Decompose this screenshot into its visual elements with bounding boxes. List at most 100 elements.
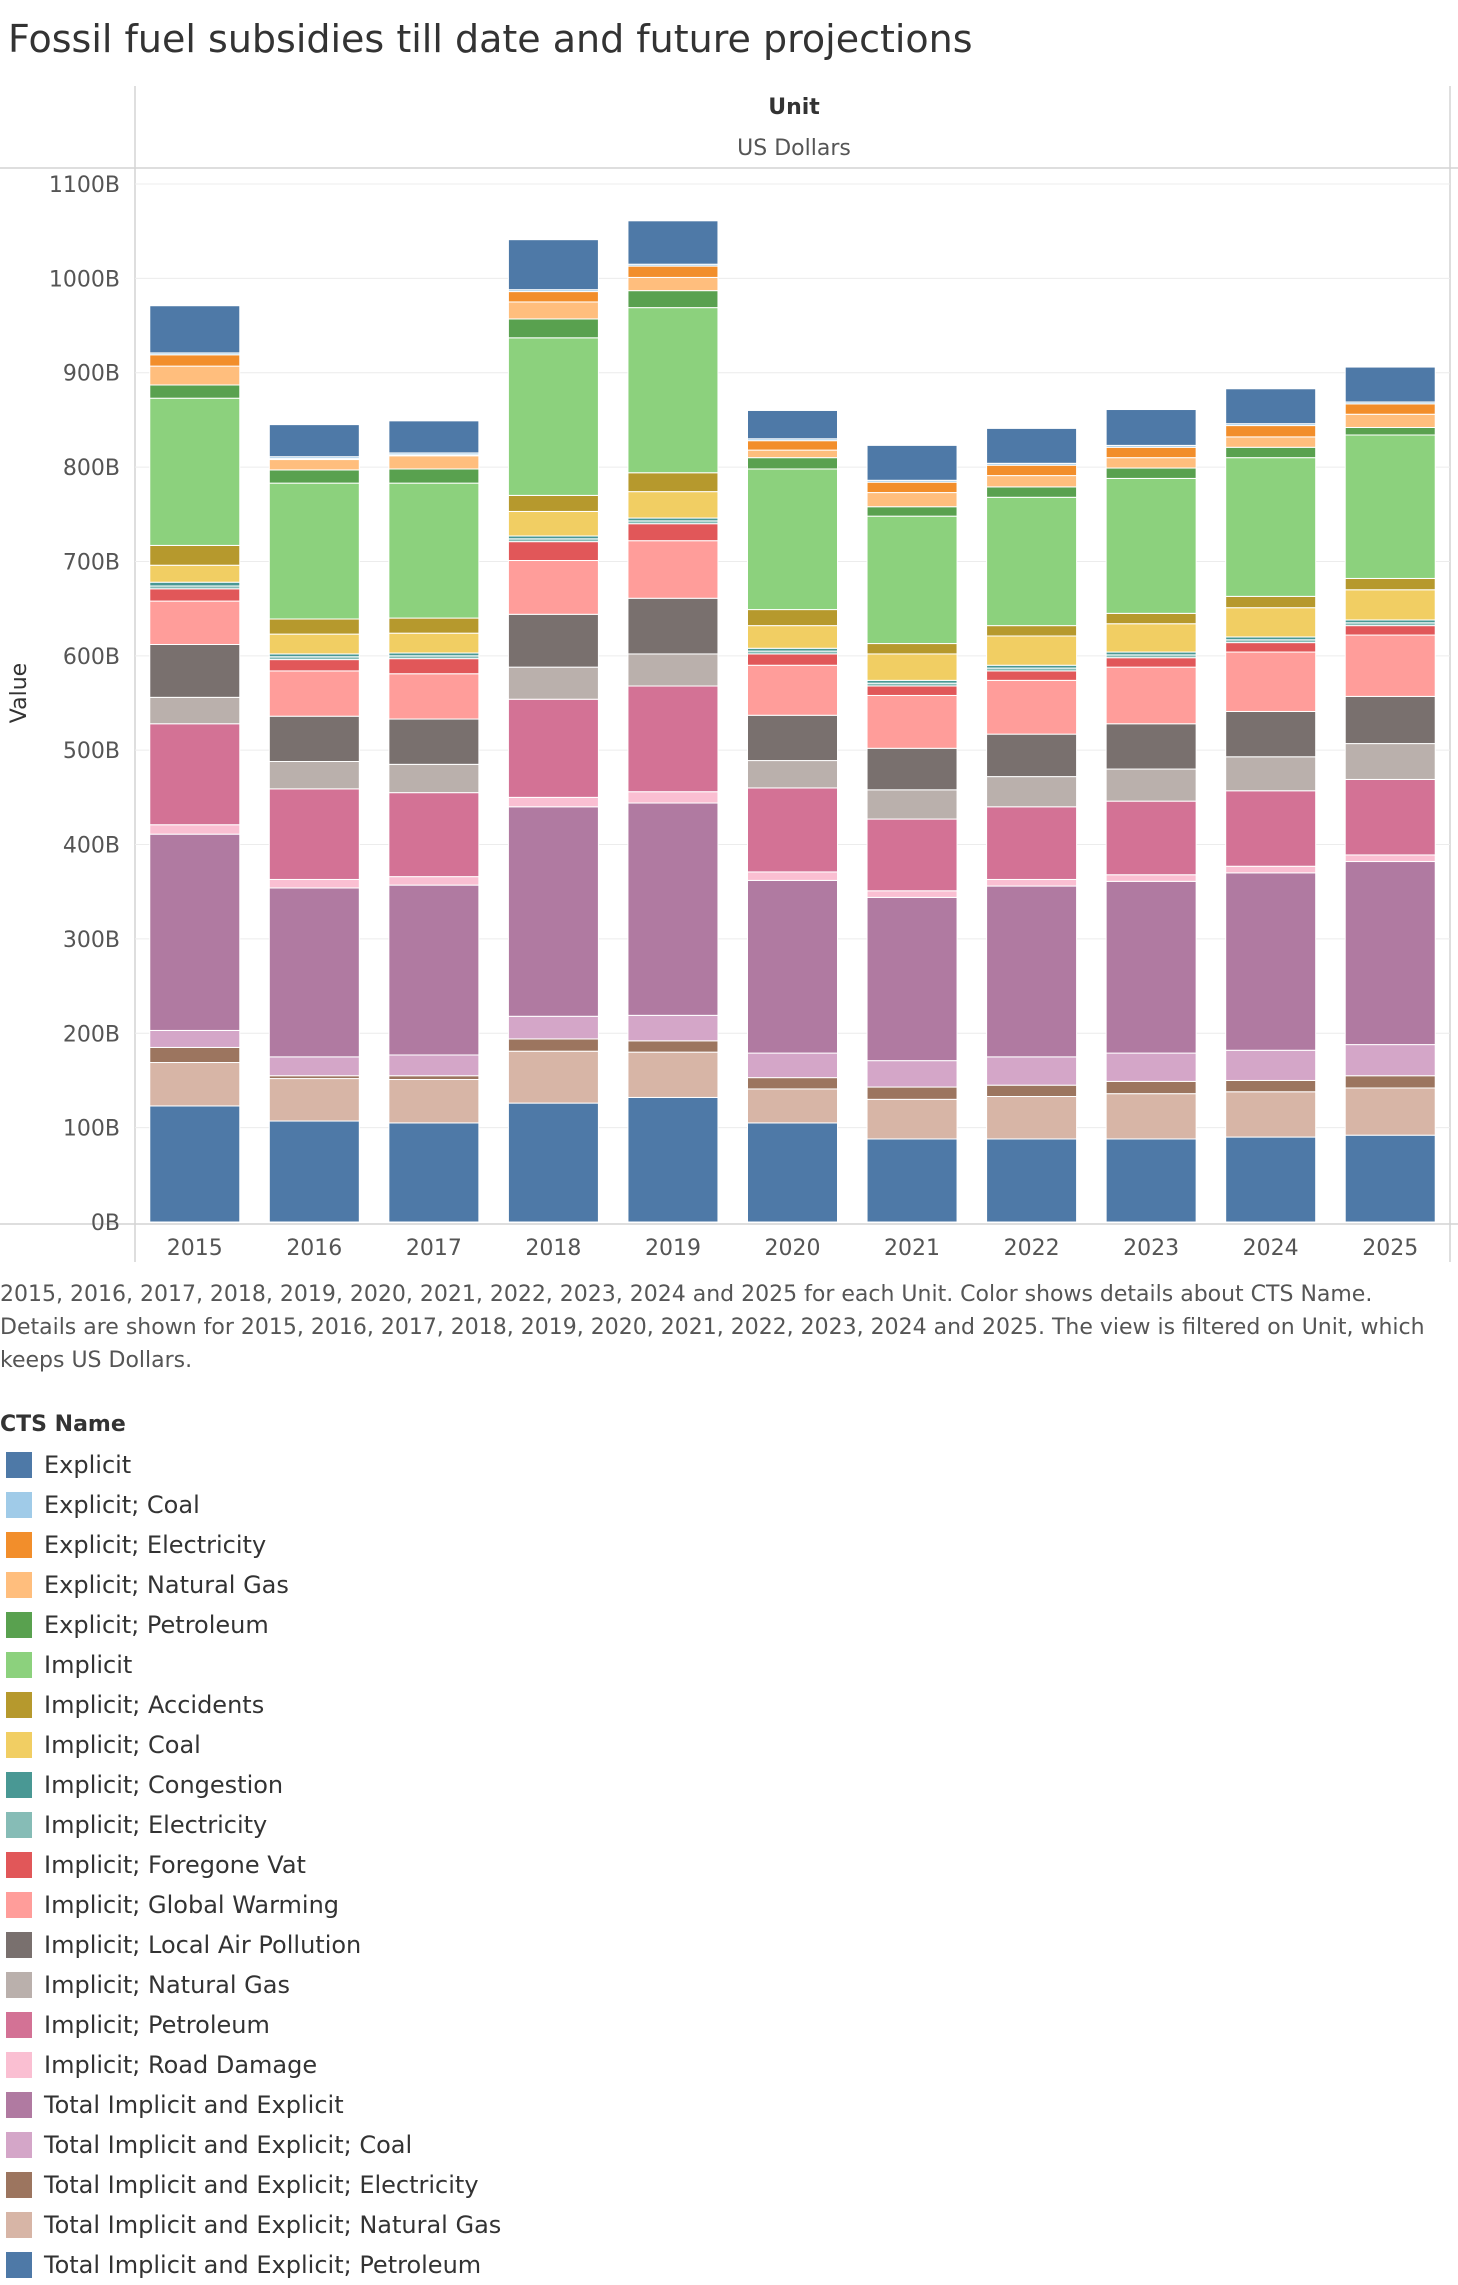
bar-segment: [986, 635, 1078, 666]
legend-swatch: [6, 2132, 32, 2158]
bar-segment: [747, 1052, 838, 1079]
bar-segment: [986, 733, 1078, 778]
bar-segment: [507, 796, 599, 808]
legend-items: Explicit Explicit; Coal Explicit; Electric…: [0, 1445, 800, 2285]
bar-segment: [866, 444, 958, 481]
bar-segment: [747, 409, 838, 440]
bar-segment: [866, 643, 958, 655]
legend-item: Implicit; Electricity: [0, 1805, 800, 1845]
bar-segment: [1105, 457, 1197, 469]
bar-segment: [986, 679, 1078, 735]
legend-label: Implicit; Global Warming: [44, 1891, 340, 1919]
bar-segment: [268, 618, 360, 635]
x-tick-label: 2024: [1243, 1236, 1299, 1261]
legend-title: CTS Name: [0, 1412, 126, 1437]
bar-segment: [986, 427, 1078, 464]
bar-segment: [1105, 477, 1197, 614]
legend-label: Explicit; Electricity: [44, 1531, 267, 1559]
legend: CTS Name Explicit Explicit; Coal Explicit;…: [0, 1405, 800, 2285]
column-header-label: Unit: [768, 95, 820, 120]
bar-segment: [627, 791, 719, 804]
bar-segment: [1105, 666, 1197, 725]
bar-segment: [388, 718, 480, 765]
y-tick-label: 1000B: [49, 267, 120, 292]
y-tick-label: 700B: [63, 550, 120, 575]
bar-segment: [1344, 366, 1436, 403]
legend-swatch: [6, 2172, 32, 2198]
bar-segment: [1344, 426, 1436, 436]
bar-segment: [1344, 577, 1436, 591]
x-tick-label: 2025: [1362, 1236, 1418, 1261]
bar-segment: [747, 1077, 838, 1090]
legend-label: Total Implicit and Explicit; Electricity: [44, 2171, 479, 2199]
legend-label: Implicit; Congestion: [44, 1771, 284, 1799]
bar-segment: [1344, 1134, 1436, 1223]
legend-swatch: [6, 1812, 32, 1838]
legend-item: Implicit; Global Warming: [0, 1885, 800, 1925]
legend-swatch: [6, 2212, 32, 2238]
legend-item: Explicit; Electricity: [0, 1525, 800, 1565]
bar-segment: [986, 885, 1078, 1058]
legend-item: Explicit; Petroleum: [0, 1605, 800, 1645]
bar-segment: [747, 787, 838, 873]
bar-segment: [1105, 1052, 1197, 1082]
bar-segment: [747, 653, 838, 666]
bar-segment: [1225, 642, 1317, 653]
y-tick-label: 600B: [63, 645, 120, 670]
bar-segment: [747, 1088, 838, 1124]
legend-label: Implicit; Electricity: [44, 1811, 268, 1839]
bar-segment: [388, 658, 480, 675]
legend-label: Implicit; Local Air Pollution: [44, 1931, 362, 1959]
bar-segment: [268, 878, 360, 889]
bar-segment: [747, 714, 838, 762]
bar-segment: [627, 307, 719, 474]
legend-swatch: [6, 1612, 32, 1638]
bar-segment: [507, 510, 599, 537]
x-tick-label: 2020: [765, 1236, 821, 1261]
bar-segment: [1225, 436, 1317, 448]
bar-segment: [1225, 865, 1317, 874]
legend-item: Implicit; Road Damage: [0, 2045, 800, 2085]
x-tick-label: 2019: [645, 1236, 701, 1261]
legend-label: Total Implicit and Explicit: [44, 2091, 344, 2119]
bar-segment: [747, 871, 838, 881]
bar-segment: [268, 1056, 360, 1077]
bar-segment: [986, 670, 1078, 681]
chart-caption: 2015, 2016, 2017, 2018, 2019, 2020, 2021…: [0, 1282, 1425, 1373]
bar-segment: [986, 1084, 1078, 1097]
legend-item: Implicit; Congestion: [0, 1765, 800, 1805]
y-axis-ticks: 0B 100B 200B 300B 400B 500B 600B 700B 800B 900B 10…: [49, 173, 120, 1236]
y-tick-label: 0B: [91, 1211, 120, 1236]
bar-segment: [866, 492, 958, 508]
bar-segment: [1344, 695, 1436, 745]
legend-swatch: [6, 1572, 32, 1598]
bar-segment: [866, 1098, 958, 1140]
y-axis-title: Value: [7, 663, 32, 723]
bar-segment: [866, 747, 958, 791]
bar-segment: [268, 788, 360, 880]
y-tick-label: 800B: [63, 456, 120, 481]
bar-segment: [507, 806, 599, 1017]
bar-segment: [149, 643, 241, 698]
x-tick-label: 2017: [406, 1236, 462, 1261]
legend-label: Explicit; Coal: [44, 1491, 200, 1519]
legend-label: Implicit; Accidents: [44, 1691, 265, 1719]
legend-swatch: [6, 1732, 32, 1758]
bar-segment: [866, 818, 958, 892]
bars: [149, 220, 1436, 1223]
bar-segment: [627, 1014, 719, 1042]
bar-segment: [866, 694, 958, 749]
legend-item: Implicit; Coal: [0, 1725, 800, 1765]
bar-segment: [149, 354, 241, 367]
bar-segment: [747, 457, 838, 470]
bar-segment: [388, 455, 480, 470]
legend-swatch: [6, 1852, 32, 1878]
legend-item: Total Implicit and Explicit; Petroleum: [0, 2245, 800, 2285]
bar-segment: [627, 491, 719, 519]
legend-swatch: [6, 1652, 32, 1678]
bar-segment: [268, 1078, 360, 1122]
bar-segment: [268, 482, 360, 620]
legend-label: Total Implicit and Explicit; Natural Gas: [44, 2211, 502, 2239]
bar-segment: [149, 723, 241, 826]
bar-segment: [1225, 607, 1317, 638]
